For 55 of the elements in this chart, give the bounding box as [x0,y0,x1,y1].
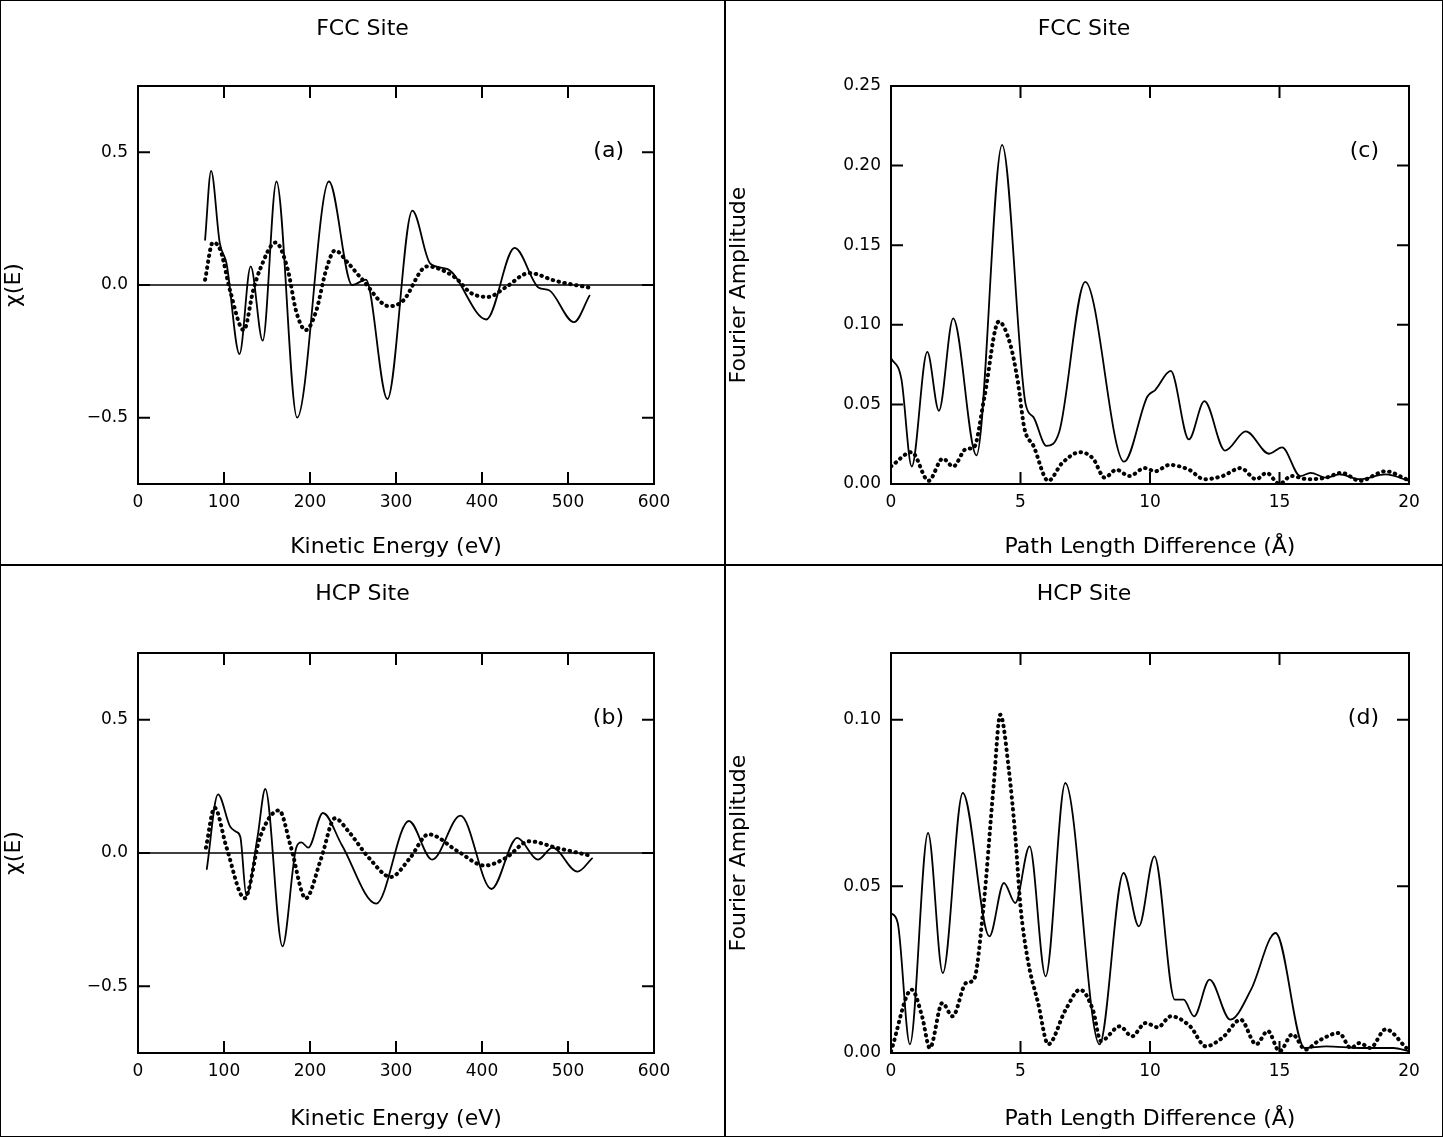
x-tick-label: 500 [551,1059,585,1080]
x-axis-title: Kinetic Energy (eV) [290,532,502,558]
annotation: (c) [1349,136,1379,162]
x-tick-label: 600 [637,490,671,511]
x-tick-label: 300 [379,490,413,511]
y-tick-label: 0.0 [100,841,128,862]
y-tick-label: 0.10 [843,708,881,729]
chart-title: FCC Site [1036,15,1132,40]
y-axis-title: Fourier Amplitude [724,186,750,384]
y-tick-label: 0.25 [843,74,881,95]
y-tick-label: 0.5 [100,708,128,729]
y-tick-label: 0.20 [843,154,881,175]
x-tick-label: 15 [1268,1059,1291,1080]
y-tick-label: 0.05 [843,874,881,895]
y-tick-label: 0.00 [843,1041,881,1062]
chart-title: FCC Site [315,15,410,40]
y-tick-label: 0.0 [100,273,128,294]
x-tick-label: 100 [207,1059,241,1080]
x-tick-label: 5 [1015,490,1026,511]
y-tick-label: 0.5 [100,140,128,161]
y-axis-title: Fourier Amplitude [724,754,750,952]
x-tick-label: 600 [637,1059,671,1080]
chart-title: HCP Site [1035,580,1133,605]
y-tick-label: −0.5 [86,406,128,427]
y-tick-label: 0.15 [843,233,881,254]
x-axis-title: Path Length Difference (Å) [1004,1103,1296,1130]
x-tick-label: 0 [885,490,897,511]
x-tick-label: 0 [885,1059,897,1080]
x-tick-label: 300 [379,1059,413,1080]
y-tick-label: −0.5 [86,974,128,995]
x-tick-label: 10 [1139,490,1161,511]
x-tick-label: 20 [1398,1059,1420,1080]
y-axis-title: χ(E) [0,263,25,307]
x-tick-label: 20 [1398,490,1420,511]
y-tick-label: 0.00 [843,472,881,493]
x-tick-label: 100 [207,490,241,511]
annotation: (a) [593,136,624,162]
x-tick-label: 400 [465,490,499,511]
x-tick-label: 10 [1139,1059,1161,1080]
annotation: (d) [1347,703,1379,729]
chart-title: HCP Site [314,580,411,605]
x-tick-label: 15 [1268,490,1291,511]
annotation: (b) [592,703,624,729]
y-tick-label: 0.10 [843,313,881,334]
x-tick-label: 0 [132,1059,144,1080]
x-axis-title: Path Length Difference (Å) [1004,531,1296,558]
y-axis-title: χ(E) [0,831,25,875]
x-tick-label: 5 [1015,1059,1026,1080]
x-tick-label: 200 [293,1059,327,1080]
y-tick-label: 0.05 [843,392,881,413]
x-axis-title: Kinetic Energy (eV) [290,1104,502,1130]
x-tick-label: 200 [293,490,327,511]
x-tick-label: 500 [551,490,585,511]
x-tick-label: 0 [132,490,144,511]
x-tick-label: 400 [465,1059,499,1080]
